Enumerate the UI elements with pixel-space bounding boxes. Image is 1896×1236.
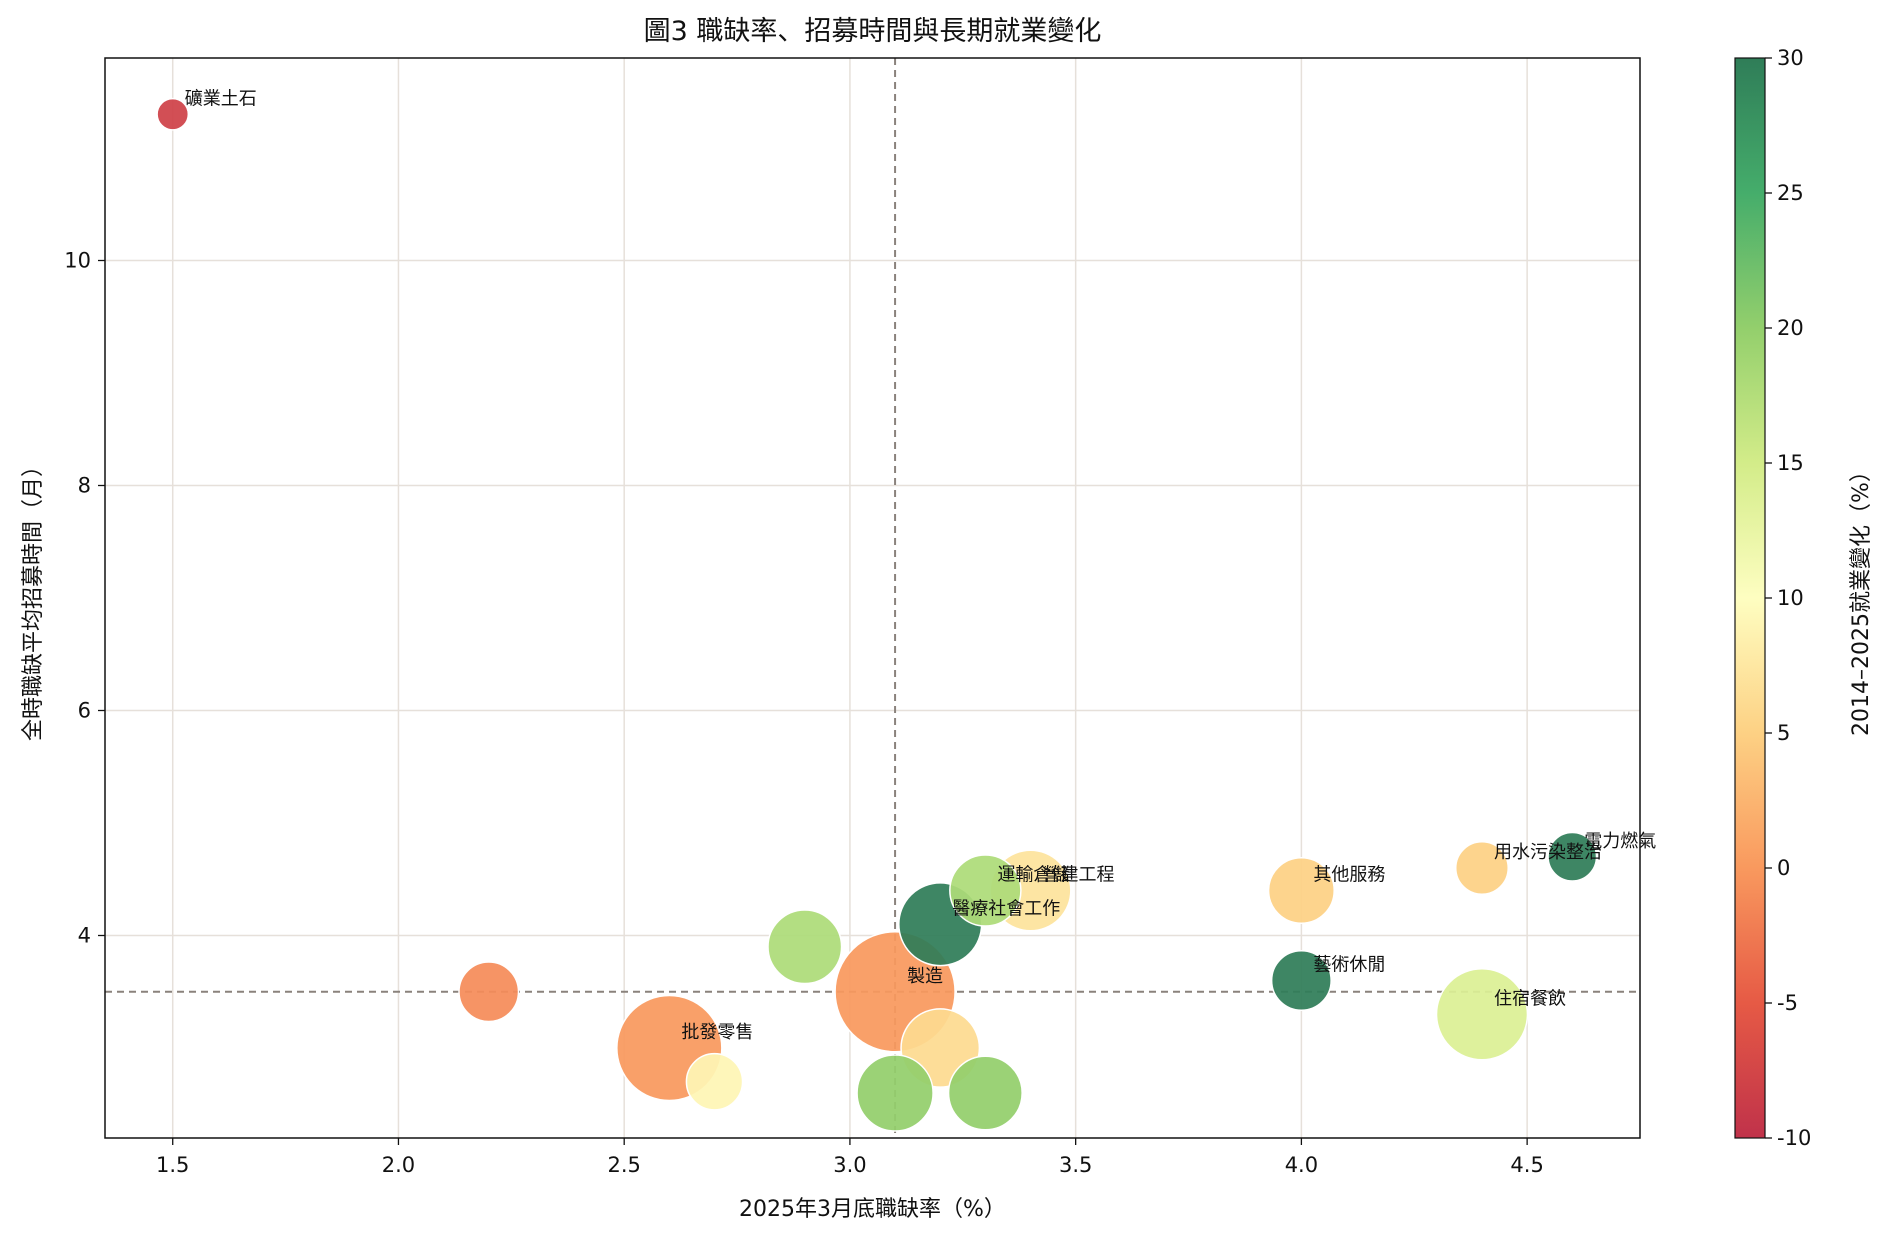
y-tick-label: 8 <box>78 474 91 498</box>
colorbar-tick-label: -10 <box>1777 1126 1811 1150</box>
point-label: 運輸倉儲 <box>997 865 1069 886</box>
point-label: 電力燃氣 <box>1584 831 1656 852</box>
y-tick-label: 6 <box>78 699 91 723</box>
y-tick-label: 4 <box>78 924 91 948</box>
colorbar-tick-label: 5 <box>1777 721 1790 745</box>
y-axis-label: 全時職缺平均招募時間（月） <box>21 455 46 741</box>
scatter-point <box>856 1054 934 1132</box>
point-label: 營建工程 <box>1043 865 1115 886</box>
scatter-point <box>458 961 520 1023</box>
colorbar-tick-label: -5 <box>1777 991 1798 1015</box>
point-label: 住宿餐飲 <box>1494 988 1566 1009</box>
plot-frame <box>104 57 1641 1139</box>
point-label: 批發零售 <box>681 1022 753 1043</box>
scatter-point <box>949 854 1022 927</box>
x-tick-label: 2.0 <box>382 1153 415 1177</box>
colorbar-tick-label: 10 <box>1777 586 1804 610</box>
point-label: 礦業土石 <box>185 88 257 109</box>
scatter-point <box>1547 831 1598 882</box>
colorbar-tick-label: 15 <box>1777 451 1804 475</box>
colorbar-label: 2014–2025就業變化（%） <box>1849 460 1874 736</box>
x-tick-label: 1.5 <box>156 1153 189 1177</box>
point-label: 用水污染整治 <box>1494 842 1602 863</box>
scatter-point <box>685 1052 744 1111</box>
scatter-point <box>1267 856 1335 925</box>
scatter-point <box>947 1055 1023 1131</box>
colorbar-gradient <box>1734 57 1766 1139</box>
scatter-point <box>1455 841 1509 895</box>
x-tick-label: 2.5 <box>607 1153 640 1177</box>
colorbar-tick-label: 30 <box>1777 46 1804 70</box>
x-tick-label: 4.5 <box>1510 1153 1543 1177</box>
scatter-point <box>767 909 843 985</box>
y-ticks: 4 6 8 10 <box>64 249 105 948</box>
colorbar: -10 -5 0 5 10 15 20 25 30 2014–2025就業變化（%） <box>1734 46 1874 1150</box>
scatter-point <box>1270 949 1332 1012</box>
colorbar-tick-label: 25 <box>1777 181 1804 205</box>
x-ticks: 1.5 2.0 2.5 3.0 3.5 4.0 4.5 <box>156 1138 1544 1177</box>
colorbar-ticks: -10 -5 0 5 10 15 20 25 30 <box>1765 46 1811 1150</box>
chart-title: 圖3 職缺率、招募時間與長期就業變化 <box>644 16 1102 47</box>
point-label: 藝術休閒 <box>1313 955 1385 976</box>
point-label: 其他服務 <box>1313 865 1385 886</box>
x-axis-label: 2025年3月底職缺率（%） <box>739 1197 1006 1222</box>
grid-layer <box>105 58 1640 1138</box>
x-tick-label: 3.5 <box>1059 1153 1092 1177</box>
colorbar-tick-label: 0 <box>1777 856 1790 880</box>
x-tick-label: 3.0 <box>833 1153 866 1177</box>
scatter-point <box>1435 968 1529 1061</box>
colorbar-tick-label: 20 <box>1777 316 1804 340</box>
point-label: 製造 <box>907 966 943 987</box>
y-tick-label: 10 <box>64 249 91 273</box>
points-layer <box>156 97 1598 1132</box>
x-tick-label: 4.0 <box>1285 1153 1318 1177</box>
scatter-point <box>156 97 190 131</box>
point-label: 醫療社會工作 <box>952 898 1060 919</box>
